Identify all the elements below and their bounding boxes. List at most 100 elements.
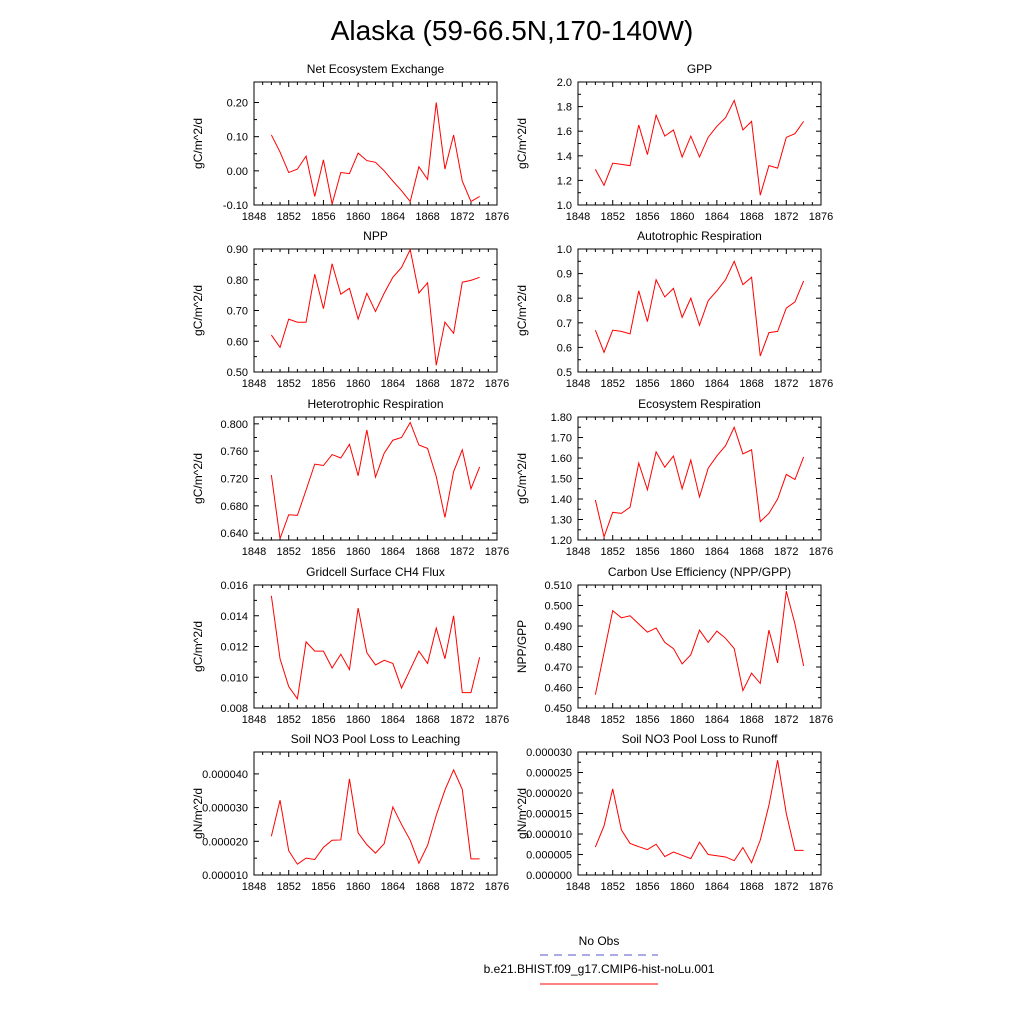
series-line — [594, 760, 804, 864]
y-tick-label: 0.5 — [557, 367, 572, 379]
y-tick-label: 0.70 — [227, 306, 248, 318]
x-tick-label: 1852 — [600, 378, 624, 390]
x-tick-label: 1872 — [450, 211, 474, 223]
panel-title: NPP — [363, 229, 388, 243]
y-tick-label: 0.000005 — [526, 850, 572, 862]
y-tick-label: 0.470 — [544, 662, 572, 674]
x-tick-label: 1856 — [311, 211, 335, 223]
y-tick-label: 0.000000 — [526, 870, 572, 882]
y-tick-label: 2.0 — [557, 77, 572, 89]
y-axis-label: NPP/GPP — [515, 620, 529, 673]
y-tick-label: 0.90 — [227, 244, 248, 256]
x-tick-label: 1856 — [311, 546, 335, 558]
panel-title: Ecosystem Respiration — [638, 397, 761, 411]
y-tick-label: 0.60 — [227, 336, 248, 348]
x-tick-label: 1860 — [346, 714, 370, 726]
x-tick-label: 1872 — [774, 881, 798, 893]
x-tick-label: 1848 — [242, 211, 266, 223]
x-tick-label: 1876 — [809, 546, 833, 558]
y-tick-label: 0.460 — [544, 683, 572, 695]
y-axis-label: gC/m^2/d — [191, 621, 205, 672]
y-tick-label: 0.9 — [557, 269, 572, 281]
plot-frame — [577, 751, 822, 876]
x-tick-label: 1876 — [485, 881, 509, 893]
y-tick-label: 0.014 — [220, 611, 248, 623]
x-tick-label: 1860 — [346, 881, 370, 893]
x-tick-label: 1856 — [635, 546, 659, 558]
y-tick-label: 1.60 — [551, 453, 572, 465]
x-tick-label: 1868 — [739, 378, 763, 390]
y-tick-label: 0.720 — [220, 474, 248, 486]
y-tick-label: 0.680 — [220, 501, 248, 513]
x-tick-label: 1860 — [670, 378, 694, 390]
panel-title: Heterotrophic Respiration — [307, 397, 443, 411]
x-tick-label: 1868 — [739, 881, 763, 893]
y-axis-label: gN/m^2/d — [191, 788, 205, 839]
y-tick-label: 1.6 — [557, 126, 572, 138]
y-tick-label: 0.760 — [220, 446, 248, 458]
series-line — [270, 421, 481, 539]
y-tick-label: 0.10 — [227, 132, 248, 144]
x-tick-label: 1876 — [809, 881, 833, 893]
x-tick-label: 1852 — [600, 211, 624, 223]
x-tick-label: 1852 — [276, 546, 300, 558]
y-tick-label: 0.000030 — [526, 747, 572, 759]
page-title: Alaska (59-66.5N,170-140W) — [331, 15, 694, 46]
x-tick-label: 1852 — [600, 881, 624, 893]
x-tick-label: 1872 — [774, 546, 798, 558]
x-tick-label: 1848 — [242, 881, 266, 893]
y-tick-label: 0.000010 — [202, 870, 248, 882]
x-tick-label: 1864 — [705, 714, 729, 726]
x-tick-label: 1868 — [415, 881, 439, 893]
series-line — [270, 768, 480, 865]
y-tick-label: 0.800 — [220, 419, 248, 431]
legend-label-no-obs: No Obs — [579, 934, 620, 948]
panel-title: Net Ecosystem Exchange — [307, 62, 445, 76]
panel-title: Gridcell Surface CH4 Flux — [306, 565, 445, 579]
y-tick-label: 1.80 — [551, 412, 572, 424]
x-tick-label: 1872 — [450, 546, 474, 558]
chart-panel: Net Ecosystem Exchange gC/m^2/d 1848 1852 18… — [191, 62, 509, 223]
x-tick-label: 1868 — [739, 546, 763, 558]
x-tick-label: 1868 — [415, 211, 439, 223]
y-axis-label: gC/m^2/d — [191, 453, 205, 504]
y-tick-label: 1.20 — [551, 535, 572, 547]
y-tick-label: 0.80 — [227, 275, 248, 287]
y-tick-label: 0.016 — [220, 580, 248, 592]
x-tick-label: 1864 — [381, 546, 405, 558]
x-tick-label: 1876 — [809, 211, 833, 223]
y-tick-label: 1.40 — [551, 494, 572, 506]
x-tick-label: 1864 — [381, 211, 405, 223]
x-tick-label: 1856 — [311, 714, 335, 726]
x-tick-label: 1864 — [705, 378, 729, 390]
x-tick-label: 1872 — [774, 714, 798, 726]
x-tick-label: 1876 — [485, 211, 509, 223]
y-tick-label: 0.500 — [544, 601, 572, 613]
y-tick-label: 0.000020 — [526, 788, 572, 800]
series-line — [270, 595, 481, 701]
y-tick-label: 0.490 — [544, 621, 572, 633]
x-tick-label: 1876 — [809, 714, 833, 726]
chart-panel: NPP gC/m^2/d 1848 1852 1856 1860 1864 1868 1872 1… — [191, 229, 509, 390]
y-axis-label: gC/m^2/d — [515, 453, 529, 504]
x-tick-label: 1848 — [566, 378, 590, 390]
x-tick-label: 1856 — [635, 211, 659, 223]
x-tick-label: 1848 — [566, 714, 590, 726]
y-tick-label: 0.8 — [557, 293, 572, 305]
x-tick-label: 1852 — [600, 714, 624, 726]
series-line — [594, 591, 805, 695]
y-tick-label: 0.50 — [227, 367, 248, 379]
x-tick-label: 1852 — [600, 546, 624, 558]
series-line — [594, 260, 805, 357]
chart-panel: GPP gC/m^2/d 1848 1852 1856 1860 1864 1868 1872 1… — [515, 62, 833, 223]
x-tick-label: 1864 — [381, 881, 405, 893]
plot-frame — [577, 248, 822, 373]
y-axis-label: gC/m^2/d — [191, 285, 205, 336]
y-tick-label: 1.70 — [551, 433, 572, 445]
x-tick-label: 1864 — [705, 881, 729, 893]
x-tick-label: 1872 — [450, 881, 474, 893]
x-tick-label: 1860 — [346, 211, 370, 223]
series-line — [594, 425, 805, 539]
x-tick-label: 1876 — [485, 546, 509, 558]
y-tick-label: 0.6 — [557, 342, 572, 354]
